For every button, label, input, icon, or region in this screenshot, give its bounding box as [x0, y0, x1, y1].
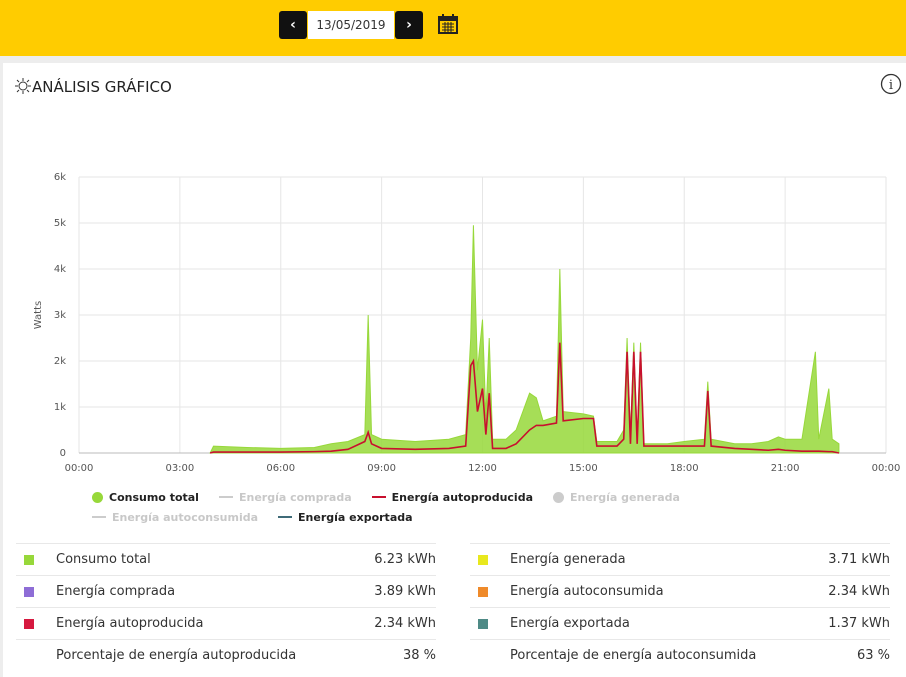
legend-item[interactable]: Energía generada [553, 489, 680, 505]
x-tick-label: 03:00 [165, 463, 194, 474]
summary-row: Energía exportada 1.37 kWh [470, 607, 890, 639]
legend: Consumo total Energía comprada Energía aut… [92, 489, 832, 525]
chart: 0 1k 2k 3k 4k 5k 6k 00:00 03:00 06:00 09:00 12:00 15… [33, 172, 901, 474]
x-tick-label: 15:00 [569, 463, 598, 474]
date-field[interactable]: 13/05/2019 [308, 11, 394, 39]
summary-value: 2.34 kWh [828, 584, 890, 599]
legend-item[interactable]: Consumo total [92, 489, 199, 505]
legend-marker [92, 491, 103, 503]
color-swatch [24, 586, 34, 597]
calendar-button[interactable] [438, 13, 458, 35]
summary-label: Energía autoconsumida [510, 584, 664, 599]
legend-label: Consumo total [109, 490, 199, 504]
summary-label: Porcentaje de energía autoproducida [56, 648, 297, 663]
legend-marker [218, 496, 233, 498]
legend-label: Energía autoproducida [391, 490, 534, 504]
legend-label: Energía generada [570, 490, 680, 504]
legend-item[interactable]: Energía autoproducida [371, 489, 534, 505]
x-tick-label: 00:00 [872, 463, 901, 474]
legend-marker [371, 496, 386, 498]
legend-marker [553, 491, 565, 503]
summary-value: 2.34 kWh [374, 616, 436, 631]
color-swatch [24, 554, 34, 565]
info-button[interactable]: i [880, 73, 902, 95]
summary-label: Energía exportada [510, 616, 630, 631]
legend-marker [92, 516, 106, 518]
area [209, 225, 840, 454]
card-title: ANÁLISIS GRÁFICO [32, 78, 172, 96]
summary-row: Porcentaje de energía autoproducida 38 % [16, 639, 436, 671]
card [3, 63, 906, 677]
y-tick-label: 5k [54, 218, 66, 229]
legend-marker [278, 516, 293, 518]
y-axis-label: Watts [33, 301, 44, 329]
summary-row: Energía comprada 3.89 kWh [16, 575, 436, 607]
summary-row: Energía autoconsumida 2.34 kWh [470, 575, 890, 607]
summary-label: Energía generada [510, 552, 626, 567]
summary-value: 38 % [402, 648, 436, 663]
svg-text:i: i [889, 78, 893, 93]
x-tick-label: 18:00 [670, 463, 699, 474]
prev-day-button[interactable]: ‹ [279, 11, 307, 39]
y-tick-label: 2k [54, 356, 66, 367]
summary-value: 3.89 kWh [374, 584, 436, 599]
summary-row: Porcentaje de energía autoconsumida 63 % [470, 639, 890, 671]
color-swatch [478, 586, 488, 597]
legend-label: Energía comprada [238, 490, 352, 504]
y-tick-label: 0 [60, 448, 66, 459]
legend-item[interactable]: Energía autoconsumida [92, 509, 258, 525]
color-swatch [478, 618, 488, 629]
summary-row: Energía autoproducida 2.34 kWh [16, 607, 436, 639]
legend-label: Energía exportada [298, 510, 413, 524]
color-swatch [478, 554, 488, 565]
legend-label: Energía autoconsumida [112, 510, 259, 524]
y-tick-label: 3k [54, 310, 66, 321]
summary-label: Energía autoproducida [56, 616, 204, 631]
title-icon [15, 78, 31, 94]
y-tick-label: 6k [54, 172, 66, 183]
color-swatch [24, 618, 34, 629]
x-tick-label: 12:00 [468, 463, 497, 474]
legend-item[interactable]: Energía exportada [278, 509, 413, 525]
summary-value: 6.23 kWh [374, 552, 436, 567]
summary-right: Energía generada 3.71 kWh Energía autocons… [470, 543, 890, 671]
summary-label: Consumo total [56, 552, 151, 567]
x-tick-label: 21:00 [771, 463, 800, 474]
next-day-button[interactable]: › [395, 11, 423, 39]
summary-label: Porcentaje de energía autoconsumida [510, 648, 757, 663]
x-tick-label: 09:00 [367, 463, 396, 474]
summary-label: Energía comprada [56, 584, 176, 599]
legend-item[interactable]: Energía comprada [218, 489, 352, 505]
summary-row: Energía generada 3.71 kWh [470, 543, 890, 575]
summary-value: 3.71 kWh [828, 552, 890, 567]
y-tick-label: 4k [54, 264, 66, 275]
summary-left: Consumo total 6.23 kWh Energía comprada 3.8… [16, 543, 436, 671]
line [209, 342, 840, 454]
summary-value: 63 % [856, 648, 890, 663]
y-tick-label: 1k [54, 402, 66, 413]
x-tick-label: 06:00 [266, 463, 295, 474]
summary-row: Consumo total 6.23 kWh [16, 543, 436, 575]
x-tick-label: 00:00 [65, 463, 94, 474]
top-bar: ‹ 13/05/2019 › [0, 0, 906, 56]
summary-value: 1.37 kWh [828, 616, 890, 631]
